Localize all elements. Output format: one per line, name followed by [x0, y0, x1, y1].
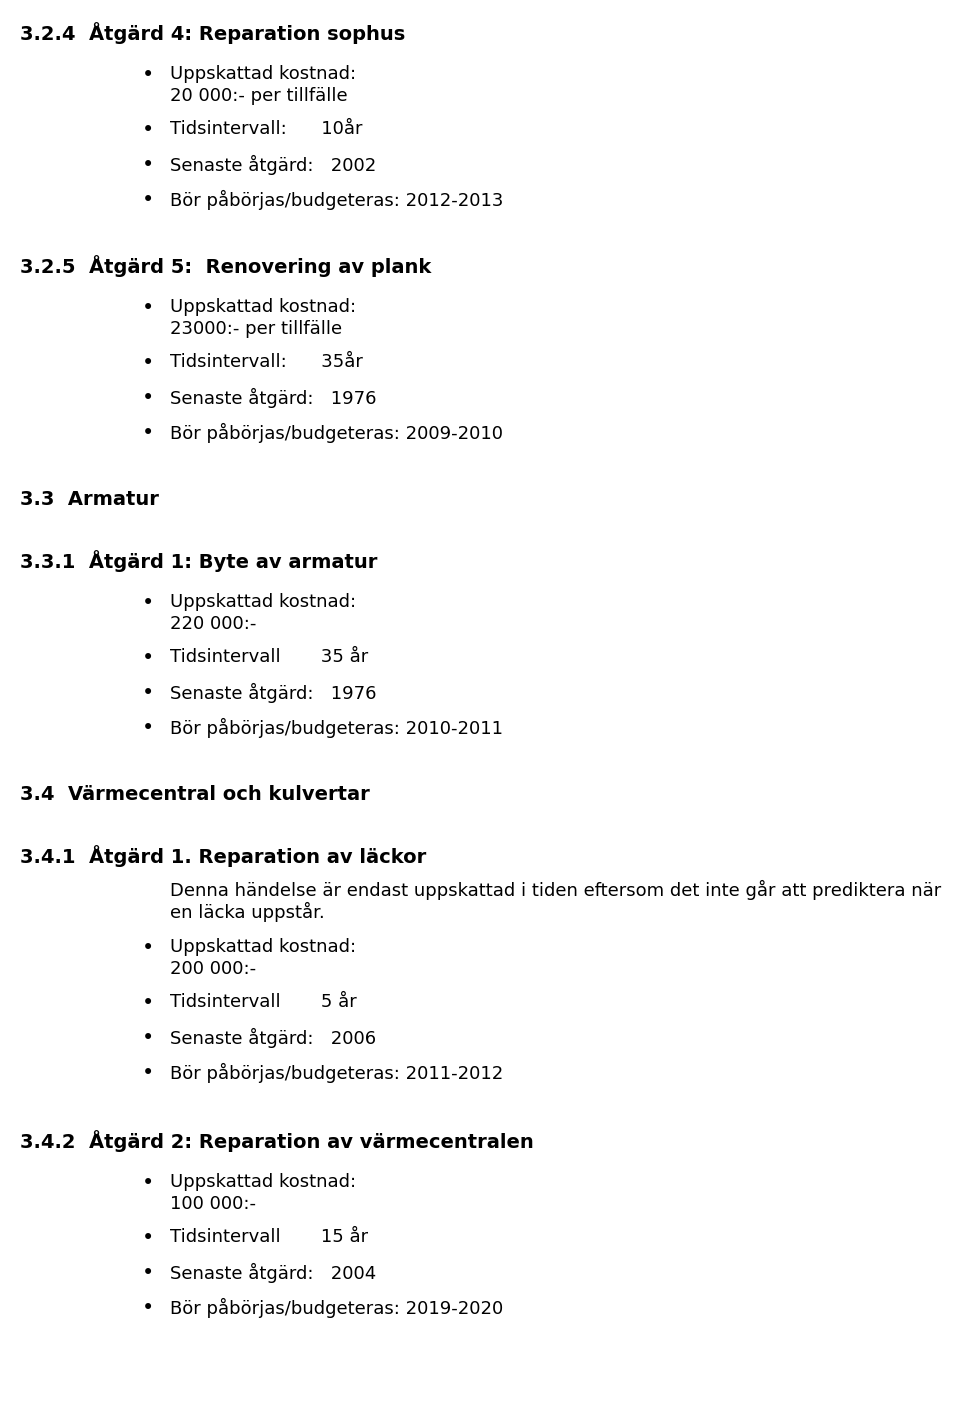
- Text: Senaste åtgärd:   2006: Senaste åtgärd: 2006: [170, 1028, 376, 1048]
- Text: Tidsintervall:      35år: Tidsintervall: 35år: [170, 353, 363, 371]
- Text: 20 000:- per tillfälle: 20 000:- per tillfälle: [170, 87, 348, 105]
- Text: •: •: [142, 1064, 155, 1084]
- Text: •: •: [142, 119, 155, 139]
- Text: 100 000:-: 100 000:-: [170, 1194, 256, 1213]
- Text: Bör påbörjas/budgeteras: 2009-2010: Bör påbörjas/budgeteras: 2009-2010: [170, 422, 503, 444]
- Text: Bör påbörjas/budgeteras: 2012-2013: Bör påbörjas/budgeteras: 2012-2013: [170, 191, 503, 210]
- Text: Tidsintervall       15 år: Tidsintervall 15 år: [170, 1229, 368, 1246]
- Text: •: •: [142, 1028, 155, 1048]
- Text: Senaste åtgärd:   2002: Senaste åtgärd: 2002: [170, 155, 376, 175]
- Text: •: •: [142, 65, 155, 85]
- Text: 3.4.2  Åtgärd 2: Reparation av värmecentralen: 3.4.2 Åtgärd 2: Reparation av värmecentr…: [20, 1130, 534, 1152]
- Text: Bör påbörjas/budgeteras: 2019-2020: Bör påbörjas/budgeteras: 2019-2020: [170, 1298, 503, 1318]
- Text: •: •: [142, 1263, 155, 1283]
- Text: Uppskattad kostnad:: Uppskattad kostnad:: [170, 1173, 356, 1192]
- Text: 3.2.5  Åtgärd 5:  Renovering av plank: 3.2.5 Åtgärd 5: Renovering av plank: [20, 255, 431, 277]
- Text: Uppskattad kostnad:: Uppskattad kostnad:: [170, 593, 356, 611]
- Text: 3.3.1  Åtgärd 1: Byte av armatur: 3.3.1 Åtgärd 1: Byte av armatur: [20, 550, 377, 572]
- Text: •: •: [142, 1173, 155, 1193]
- Text: 3.4.1  Åtgärd 1. Reparation av läckor: 3.4.1 Åtgärd 1. Reparation av läckor: [20, 845, 426, 867]
- Text: Uppskattad kostnad:: Uppskattad kostnad:: [170, 939, 356, 956]
- Text: 23000:- per tillfälle: 23000:- per tillfälle: [170, 320, 342, 338]
- Text: •: •: [142, 648, 155, 668]
- Text: •: •: [142, 993, 155, 1012]
- Text: Bör påbörjas/budgeteras: 2010-2011: Bör påbörjas/budgeteras: 2010-2011: [170, 718, 503, 738]
- Text: 3.4  Värmecentral och kulvertar: 3.4 Värmecentral och kulvertar: [20, 785, 370, 803]
- Text: Uppskattad kostnad:: Uppskattad kostnad:: [170, 65, 356, 82]
- Text: Uppskattad kostnad:: Uppskattad kostnad:: [170, 299, 356, 316]
- Text: 200 000:-: 200 000:-: [170, 960, 256, 978]
- Text: Senaste åtgärd:   2004: Senaste åtgärd: 2004: [170, 1263, 376, 1283]
- Text: 3.3  Armatur: 3.3 Armatur: [20, 491, 158, 509]
- Text: Denna händelse är endast uppskattad i tiden eftersom det inte går att prediktera: Denna händelse är endast uppskattad i ti…: [170, 880, 941, 900]
- Text: Tidsintervall       35 år: Tidsintervall 35 år: [170, 648, 369, 665]
- Text: Senaste åtgärd:   1976: Senaste åtgärd: 1976: [170, 683, 376, 702]
- Text: Tidsintervall       5 år: Tidsintervall 5 år: [170, 993, 357, 1011]
- Text: en läcka uppstår.: en läcka uppstår.: [170, 902, 324, 921]
- Text: •: •: [142, 718, 155, 738]
- Text: Bör påbörjas/budgeteras: 2011-2012: Bör påbörjas/budgeteras: 2011-2012: [170, 1064, 503, 1084]
- Text: •: •: [142, 388, 155, 408]
- Text: 220 000:-: 220 000:-: [170, 614, 256, 633]
- Text: Senaste åtgärd:   1976: Senaste åtgärd: 1976: [170, 388, 376, 408]
- Text: •: •: [142, 1229, 155, 1249]
- Text: •: •: [142, 593, 155, 613]
- Text: •: •: [142, 1298, 155, 1318]
- Text: •: •: [142, 191, 155, 210]
- Text: •: •: [142, 939, 155, 958]
- Text: 3.2.4  Åtgärd 4: Reparation sophus: 3.2.4 Åtgärd 4: Reparation sophus: [20, 21, 405, 44]
- Text: •: •: [142, 353, 155, 373]
- Text: •: •: [142, 155, 155, 175]
- Text: •: •: [142, 683, 155, 702]
- Text: •: •: [142, 422, 155, 444]
- Text: Tidsintervall:      10år: Tidsintervall: 10år: [170, 119, 363, 138]
- Text: •: •: [142, 299, 155, 319]
